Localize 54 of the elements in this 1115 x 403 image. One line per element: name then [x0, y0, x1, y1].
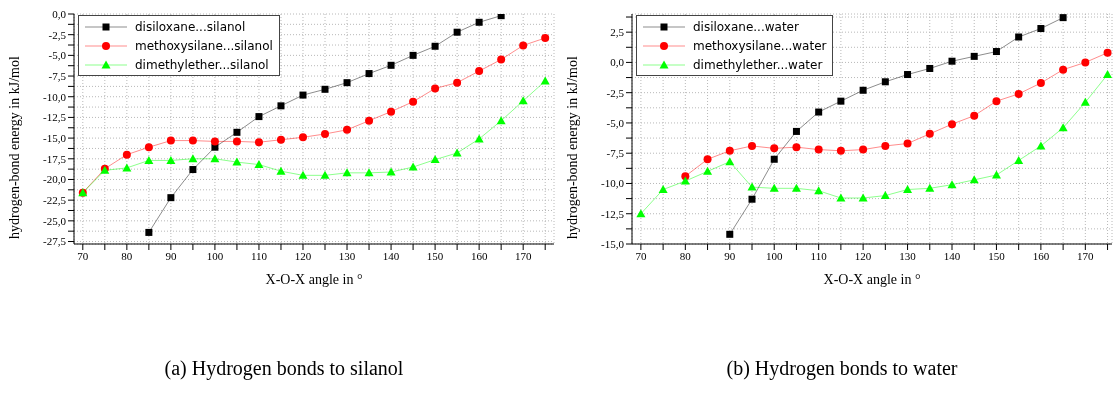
y-tick-label: -5,0 — [606, 116, 625, 129]
x-tick-label: 130 — [338, 249, 356, 262]
y-tick-label: -2,5 — [48, 28, 67, 41]
y-tick-label: -7,5 — [606, 147, 625, 160]
x-tick-label: 150 — [426, 249, 444, 262]
x-tick-label: 160 — [1032, 249, 1050, 262]
x-tick-label: 70 — [635, 249, 647, 262]
x-tick-label: 100 — [206, 249, 224, 262]
x-tick-label: 80 — [679, 249, 692, 262]
x-tick-label: 120 — [854, 249, 872, 262]
y-tick-label: -17,5 — [43, 152, 67, 165]
legend-label: methoxysilane...water — [693, 38, 827, 53]
y-tick-label: -10,0 — [43, 90, 67, 103]
y-tick-label: -25,0 — [43, 214, 67, 227]
x-tick-label: 160 — [470, 249, 488, 262]
legend-label: dimethylether...silanol — [135, 57, 269, 72]
x-tick-label: 150 — [988, 249, 1006, 262]
x-tick-label: 80 — [121, 249, 133, 262]
x-tick-label: 90 — [165, 249, 177, 262]
x-tick-label: 70 — [77, 249, 89, 262]
y-tick-label: 2,5 — [610, 26, 625, 39]
y-axis-title: hydrogen-bond energy in kJ/mol — [564, 56, 580, 239]
y-tick-label: -20,0 — [43, 173, 67, 186]
x-tick-label: 90 — [724, 249, 736, 262]
y-tick-label: -15,0 — [43, 132, 67, 145]
x-tick-label: 110 — [250, 249, 268, 262]
y-tick-label: -2,5 — [606, 86, 625, 99]
text: (b) Hydrogen bonds to water — [725, 357, 959, 380]
y-tick-label: -15,0 — [601, 237, 625, 250]
y-tick-label: -12,5 — [43, 111, 67, 124]
x-axis-title: X-O-X angle in ° — [265, 272, 363, 287]
y-tick-label: -27,5 — [43, 235, 67, 248]
x-tick-label: 100 — [765, 249, 783, 262]
legend-label: dimethylether...water — [693, 57, 823, 72]
y-tick-label: 0,0 — [52, 7, 67, 20]
legend-label: disiloxane...silanol — [135, 19, 246, 34]
x-tick-label: 120 — [294, 249, 312, 262]
x-tick-label: 130 — [899, 249, 917, 262]
y-tick-label: 0,0 — [610, 56, 625, 69]
legend-label: disiloxane...water — [693, 19, 799, 34]
x-tick-label: 170 — [514, 249, 532, 262]
y-tick-label: -7,5 — [48, 69, 67, 82]
y-tick-label: -10,0 — [601, 177, 625, 190]
y-tick-label: -12,5 — [601, 207, 625, 220]
x-tick-label: 170 — [1077, 249, 1095, 262]
y-axis-title: hydrogen-bond energy in kJ/mol — [6, 56, 22, 239]
y-tick-label: -5,0 — [48, 49, 67, 62]
x-tick-label: 140 — [943, 249, 961, 262]
x-axis-title: X-O-X angle in ° — [823, 272, 921, 287]
text: (a) Hydrogen bonds to silanol — [163, 357, 405, 380]
x-tick-label: 140 — [382, 249, 400, 262]
x-tick-label: 110 — [810, 249, 828, 262]
legend-label: methoxysilane...silanol — [135, 38, 273, 53]
y-tick-label: -22,5 — [43, 194, 67, 207]
